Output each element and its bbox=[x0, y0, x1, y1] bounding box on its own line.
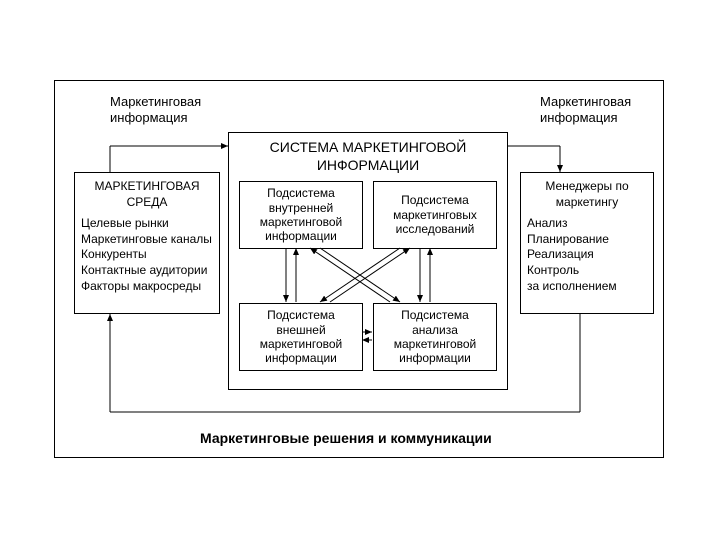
sub-line: внешней bbox=[276, 323, 325, 337]
center-title: СИСТЕМА МАРКЕТИНГОВОЙ ИНФОРМАЦИИ bbox=[229, 139, 507, 174]
sub-line: маркетинговой bbox=[260, 337, 343, 351]
left-box-title: МАРКЕТИНГОВАЯ СРЕДА bbox=[81, 179, 213, 210]
label-text: Маркетинговая bbox=[110, 94, 201, 109]
sub-box-br: Подсистема анализа маркетинговой информа… bbox=[373, 303, 497, 371]
sub-line: Подсистема bbox=[401, 193, 469, 207]
sub-line: анализа bbox=[412, 323, 458, 337]
sub-line: внутренней bbox=[269, 201, 333, 215]
center-box: СИСТЕМА МАРКЕТИНГОВОЙ ИНФОРМАЦИИ Подсист… bbox=[228, 132, 508, 390]
title-line: маркетингу bbox=[556, 195, 618, 209]
label-text: информация bbox=[540, 110, 618, 125]
sub-box-bl: Подсистема внешней маркетинговой информа… bbox=[239, 303, 363, 371]
label-top-left: Маркетинговая информация bbox=[110, 94, 201, 127]
body-line: Маркетинговые каналы bbox=[81, 232, 212, 246]
label-top-right: Маркетинговая информация bbox=[540, 94, 631, 127]
label-text: Маркетинговая bbox=[540, 94, 631, 109]
body-line: Целевые рынки bbox=[81, 216, 169, 230]
label-text: информация bbox=[110, 110, 188, 125]
sub-line: маркетинговой bbox=[260, 215, 343, 229]
left-box-body: Целевые рынки Маркетинговые каналы Конку… bbox=[81, 216, 213, 294]
sub-line: Подсистема bbox=[267, 186, 335, 200]
body-line: Реализация Контроль bbox=[527, 247, 594, 277]
body-line: Контактные аудитории bbox=[81, 263, 207, 277]
right-box-title: Менеджеры по маркетингу bbox=[527, 179, 647, 210]
left-box: МАРКЕТИНГОВАЯ СРЕДА Целевые рынки Маркет… bbox=[74, 172, 220, 314]
body-line: за исполнением bbox=[527, 279, 617, 293]
sub-line: маркетинговых bbox=[393, 208, 477, 222]
sub-box-tr: Подсистема маркетинговых исследований bbox=[373, 181, 497, 249]
sub-line: Подсистема bbox=[401, 308, 469, 322]
body-line: Факторы макросреды bbox=[81, 279, 201, 293]
title-line: СИСТЕМА МАРКЕТИНГОВОЙ bbox=[270, 139, 467, 155]
body-line: Анализ bbox=[527, 216, 568, 230]
bottom-label: Маркетинговые решения и коммуникации bbox=[200, 430, 492, 446]
title-line: МАРКЕТИНГОВАЯ bbox=[94, 179, 199, 193]
sub-line: исследований bbox=[396, 222, 475, 236]
title-line: СРЕДА bbox=[127, 195, 168, 209]
right-box: Менеджеры по маркетингу Анализ Планирова… bbox=[520, 172, 654, 314]
title-line: ИНФОРМАЦИИ bbox=[317, 157, 419, 173]
sub-line: информации bbox=[399, 351, 471, 365]
title-line: Менеджеры по bbox=[545, 179, 628, 193]
right-box-body: Анализ Планирование Реализация Контроль … bbox=[527, 216, 647, 294]
body-line: Конкуренты bbox=[81, 247, 147, 261]
sub-line: информации bbox=[265, 351, 337, 365]
body-line: Планирование bbox=[527, 232, 609, 246]
sub-line: информации bbox=[265, 229, 337, 243]
sub-line: маркетинговой bbox=[394, 337, 477, 351]
sub-line: Подсистема bbox=[267, 308, 335, 322]
sub-box-tl: Подсистема внутренней маркетинговой инфо… bbox=[239, 181, 363, 249]
